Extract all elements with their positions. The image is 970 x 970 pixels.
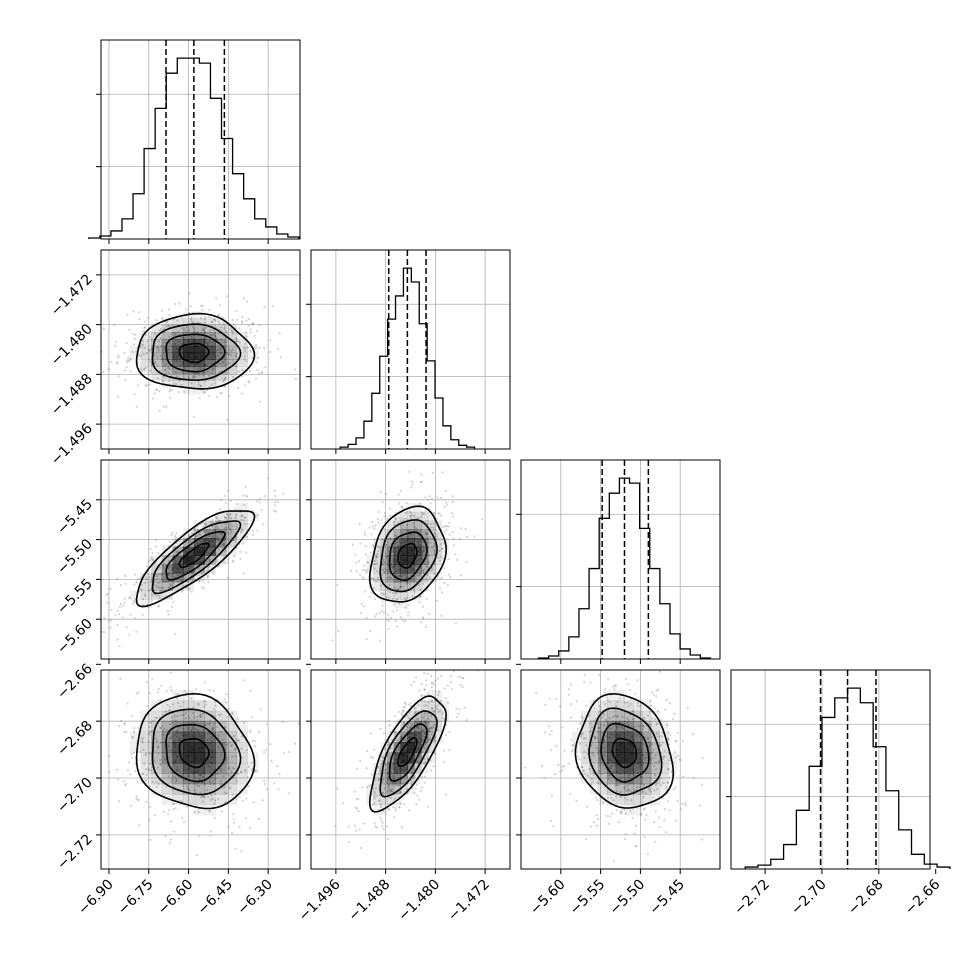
x-tick-label-2-3: −5.45 bbox=[646, 877, 688, 919]
contour-level-3 bbox=[574, 693, 675, 809]
contour-level-3 bbox=[135, 692, 256, 810]
hist-panel-0 bbox=[88, 39, 301, 240]
pair-panel-2-3 bbox=[520, 669, 721, 870]
contour-level-2 bbox=[588, 707, 663, 796]
contours bbox=[135, 692, 256, 810]
x-tick-label-0-3: −6.45 bbox=[195, 877, 237, 919]
pair-panel-1-2 bbox=[310, 459, 511, 660]
x-tick-label-3-3: −2.66 bbox=[902, 876, 944, 918]
pair-frame bbox=[100, 459, 301, 660]
pair-content-0-3 bbox=[101, 670, 300, 869]
x-tick-label-1-2: −1.480 bbox=[395, 877, 443, 925]
y-tick-label-3-0: −2.72 bbox=[54, 831, 96, 873]
contour-level-0 bbox=[178, 738, 210, 769]
contour-level-0 bbox=[397, 542, 418, 569]
pair-panel-0-3 bbox=[100, 669, 301, 870]
contours bbox=[574, 693, 675, 809]
hist-panel-3 bbox=[726, 669, 951, 870]
contours bbox=[368, 695, 447, 813]
y-tick-label-3-3: −2.66 bbox=[54, 661, 96, 703]
y-tick-label-1-1: −1.488 bbox=[48, 371, 96, 419]
x-tick-label-0-0: −6.90 bbox=[75, 877, 117, 919]
y-tick-label-2-0: −5.60 bbox=[54, 616, 96, 658]
x-tick-label-2-2: −5.50 bbox=[607, 877, 649, 919]
pair-frame bbox=[310, 459, 511, 660]
contour-level-1 bbox=[388, 723, 428, 782]
pair-content-2-3 bbox=[521, 670, 720, 869]
contour-level-3 bbox=[135, 312, 256, 390]
pair-content-1-3 bbox=[311, 670, 510, 869]
contour-level-1 bbox=[165, 530, 226, 581]
pair-frame bbox=[100, 249, 301, 450]
x-tick-label-0-4: −6.30 bbox=[234, 877, 276, 919]
contour-level-0 bbox=[178, 342, 210, 364]
x-tick-label-3-2: −2.68 bbox=[845, 877, 887, 919]
pair-panel-1-3 bbox=[310, 669, 511, 870]
y-tick-label-2-2: −5.50 bbox=[54, 536, 96, 578]
contour-level-1 bbox=[165, 333, 226, 373]
contour-level-2 bbox=[379, 710, 438, 798]
contour-level-2 bbox=[151, 520, 242, 595]
pair-frame bbox=[100, 669, 301, 870]
density-cells bbox=[366, 689, 449, 816]
y-tick-label-3-1: −2.70 bbox=[54, 775, 96, 817]
pair-content-0-2 bbox=[101, 460, 300, 659]
contour-level-0 bbox=[178, 542, 210, 569]
contour-level-2 bbox=[151, 323, 242, 381]
contour-level-0 bbox=[397, 736, 418, 768]
x-tick-label-2-1: −5.55 bbox=[567, 877, 609, 919]
histogram-0 bbox=[88, 57, 300, 239]
contour-level-3 bbox=[368, 505, 447, 603]
x-tick-label-1-1: −1.488 bbox=[346, 877, 394, 925]
pair-content-1-2 bbox=[311, 460, 510, 659]
y-tick-label-2-1: −5.55 bbox=[54, 576, 96, 618]
x-tick-label-3-1: −2.70 bbox=[788, 877, 830, 919]
density-cells bbox=[129, 689, 259, 816]
hist-frame-2 bbox=[520, 459, 721, 660]
density-cells bbox=[129, 311, 259, 395]
hist-panel-2 bbox=[516, 459, 721, 660]
y-tick-label-1-2: −1.480 bbox=[48, 321, 96, 369]
contours bbox=[135, 510, 256, 608]
contour-level-1 bbox=[165, 723, 226, 783]
y-tick-label-3-2: −2.68 bbox=[54, 718, 96, 760]
hist-frame-3 bbox=[730, 669, 931, 870]
pair-frame bbox=[520, 669, 721, 870]
contours bbox=[368, 505, 447, 603]
pair-content-0-1 bbox=[101, 250, 300, 449]
y-tick-label-1-3: −1.472 bbox=[48, 271, 96, 319]
x-tick-label-0-1: −6.75 bbox=[115, 877, 157, 919]
hist-frame-1 bbox=[310, 249, 511, 450]
contour-level-0 bbox=[611, 737, 638, 769]
y-tick-label-2-3: −5.45 bbox=[54, 496, 96, 538]
y-tick-label-1-0: −1.496 bbox=[48, 421, 96, 469]
contour-level-2 bbox=[379, 519, 438, 593]
x-tick-label-0-2: −6.60 bbox=[155, 877, 197, 919]
x-tick-label-3-0: −2.72 bbox=[731, 877, 773, 919]
contour-level-3 bbox=[135, 510, 256, 608]
hist-panel-1 bbox=[306, 249, 511, 450]
pair-panel-0-2 bbox=[100, 459, 301, 660]
contour-level-2 bbox=[151, 708, 242, 796]
hist-frame-0 bbox=[100, 39, 301, 240]
contours bbox=[135, 312, 256, 390]
contour-level-1 bbox=[388, 531, 428, 582]
pair-panel-0-1 bbox=[100, 249, 301, 450]
x-tick-label-1-0: −1.496 bbox=[296, 876, 344, 924]
contour-level-3 bbox=[368, 695, 447, 813]
x-tick-label-1-3: −1.472 bbox=[445, 877, 493, 925]
contour-level-1 bbox=[600, 722, 650, 783]
pair-frame bbox=[310, 669, 511, 870]
x-tick-label-2-0: −5.60 bbox=[527, 877, 569, 919]
